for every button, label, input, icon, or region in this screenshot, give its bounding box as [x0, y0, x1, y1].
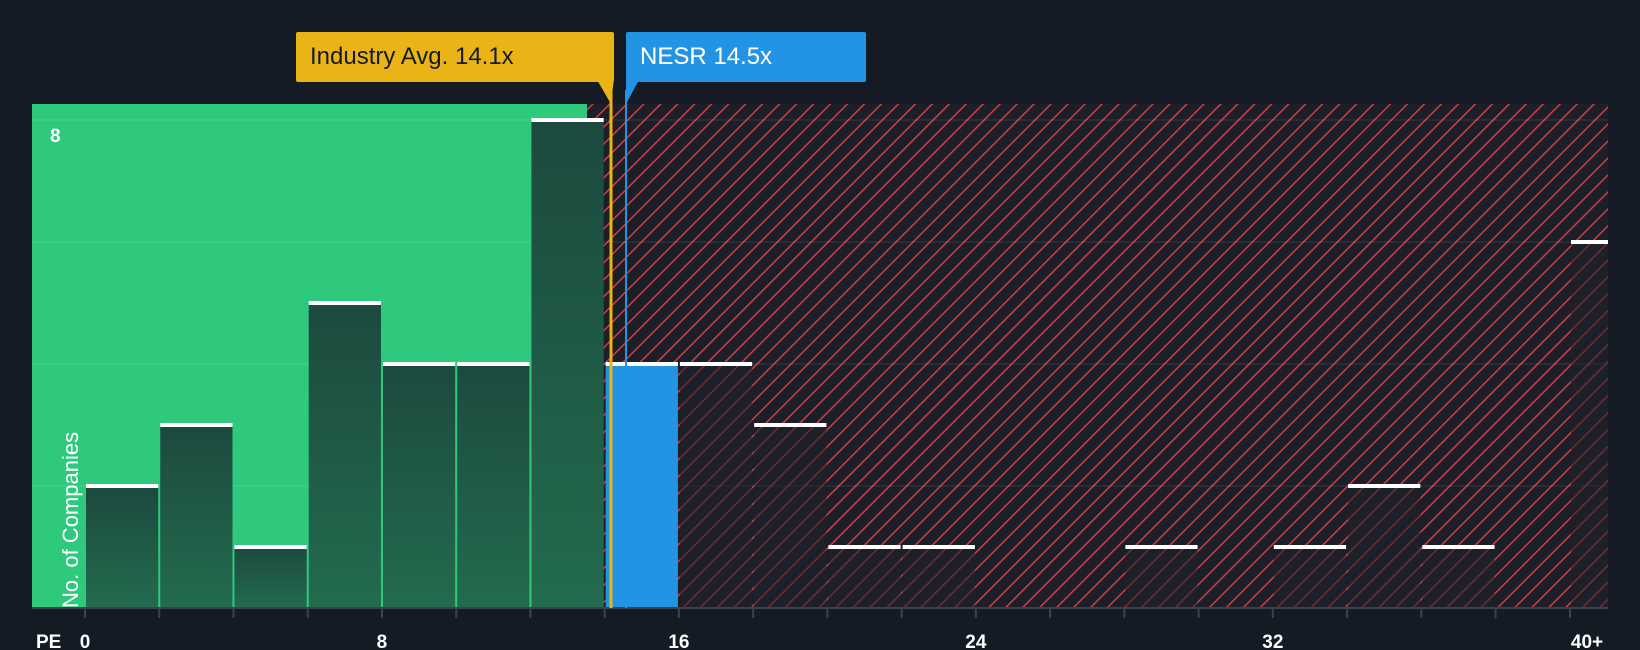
histogram-bar: [86, 486, 159, 608]
bar-top-cap: [457, 362, 530, 366]
x-tick-label: 0: [80, 632, 91, 650]
histogram-bar: [1422, 547, 1495, 608]
histogram-bar: [902, 547, 975, 608]
bar-top-cap: [754, 423, 827, 427]
company-callout-pointer: [626, 78, 640, 104]
histogram-bar: [605, 364, 678, 608]
x-tick-label: 32: [1262, 632, 1283, 650]
bar-top-cap: [679, 362, 753, 366]
bar-top-cap: [308, 301, 381, 305]
company-pe-callout: NESR 14.5x: [626, 32, 866, 82]
histogram-bar: [308, 303, 381, 608]
x-tick-label: 16: [668, 632, 689, 650]
histogram-bar: [1348, 486, 1421, 608]
bar-top-cap: [1125, 545, 1198, 549]
histogram-bar: [531, 120, 604, 608]
histogram-bar: [1273, 547, 1347, 608]
histogram-bar: [754, 425, 827, 608]
x-tick-label: 40+: [1571, 632, 1603, 650]
histogram-bar: [679, 364, 753, 608]
bar-top-cap: [160, 423, 233, 427]
industry-callout-pointer: [596, 78, 614, 104]
histogram-bar: [1571, 242, 1608, 608]
bar-top-cap: [382, 362, 456, 366]
histogram-bar: [828, 547, 901, 608]
histogram-bar: [457, 364, 530, 608]
bar-top-cap: [1571, 240, 1608, 244]
bar-top-cap: [1422, 545, 1495, 549]
histogram-bar: [234, 547, 307, 608]
bar-top-cap: [828, 545, 901, 549]
bar-top-cap: [86, 484, 159, 488]
histogram-bar: [160, 425, 233, 608]
y-axis-title: No. of Companies: [58, 431, 83, 608]
histogram-bar: [382, 364, 456, 608]
bar-top-cap: [234, 545, 307, 549]
x-tick-label: 24: [965, 632, 987, 650]
bar-top-cap: [605, 362, 678, 366]
bar-top-cap: [902, 545, 975, 549]
x-axis-title: PE: [36, 632, 61, 650]
industry-average-callout: Industry Avg. 14.1x: [296, 32, 614, 82]
y-tick-label: 8: [50, 126, 61, 147]
bar-top-cap: [1348, 484, 1421, 488]
histogram-bar: [1125, 547, 1198, 608]
x-tick-label: 8: [377, 632, 388, 650]
bar-top-cap: [531, 118, 604, 122]
bar-top-cap: [1273, 545, 1347, 549]
